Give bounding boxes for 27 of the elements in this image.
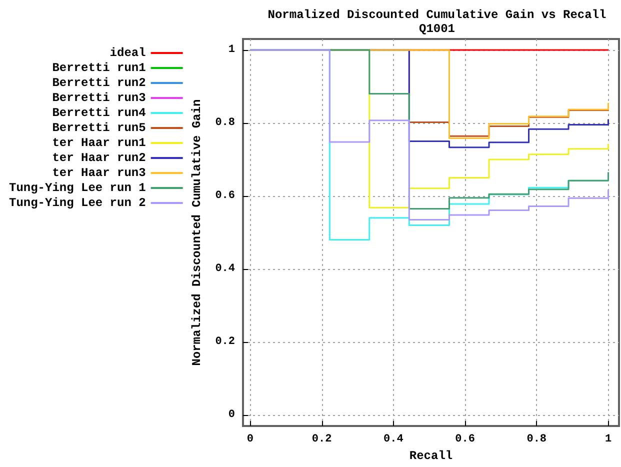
y-tick-label: 0	[228, 409, 235, 422]
y-axis-title: Normalized Discounted Cumulative Gain	[190, 99, 204, 366]
y-tick-label: 0.4	[215, 263, 236, 276]
x-tick-label: 0.6	[455, 434, 475, 446]
legend-label: ideal	[110, 46, 146, 60]
x-tick-label: 1	[604, 434, 612, 446]
legend-label: ter Haar run1	[52, 136, 146, 150]
y-tick-label: 0.6	[215, 190, 235, 202]
legend-label: Berretti run2	[52, 76, 146, 90]
legend-label: Tung-Ying Lee run 1	[8, 181, 146, 195]
x-tick-label: 0.4	[383, 434, 404, 446]
chart-title: Normalized Discounted Cumulative Gain vs Recall	[268, 8, 606, 22]
legend-label: Tung-Ying Lee run 2	[8, 196, 146, 210]
legend-label: ter Haar run2	[52, 151, 146, 165]
chart-subtitle: Q1001	[418, 22, 456, 36]
y-tick-label: 0.8	[215, 116, 236, 129]
y-tick-label: 0.2	[215, 336, 235, 348]
x-tick-label: 0.2	[312, 434, 332, 446]
legend-label: Berretti run5	[52, 121, 146, 135]
x-tick-label: 0.8	[526, 434, 547, 446]
legend-label: Berretti run3	[52, 91, 146, 105]
legend-label: Berretti run1	[52, 61, 146, 75]
x-axis-title: Recall	[409, 449, 453, 463]
legend-label: ter Haar run3	[52, 166, 146, 180]
x-tick-label: 0	[246, 434, 254, 446]
y-tick-label: 1	[228, 44, 236, 56]
legend-label: Berretti run4	[52, 106, 146, 120]
